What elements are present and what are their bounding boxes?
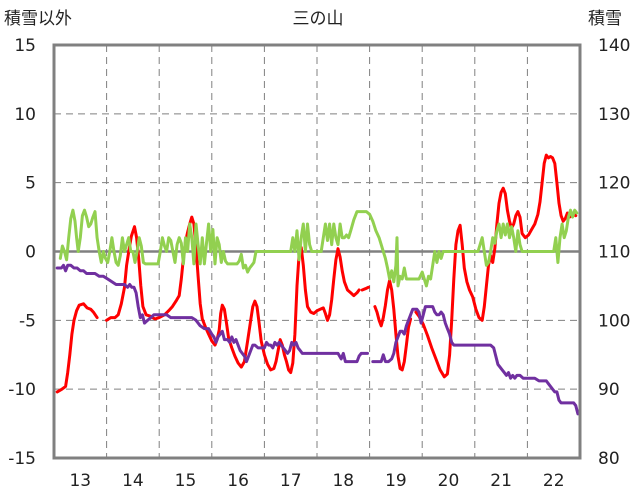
- x-tick-label: 17: [280, 471, 302, 491]
- right-tick-label: 80: [598, 449, 620, 469]
- series-line-purple: [55, 263, 369, 364]
- chart-title: 三の山: [293, 9, 344, 29]
- series-purple: [55, 263, 580, 416]
- right-tick-label: 120: [598, 174, 630, 194]
- series-line-red: [55, 302, 99, 394]
- series-layer: [55, 153, 580, 416]
- x-tick-label: 13: [69, 471, 91, 491]
- x-tick-label: 16: [227, 471, 249, 491]
- left-tick-label: 15: [14, 36, 36, 56]
- left-tick-label: -10: [8, 380, 36, 400]
- x-axis-ticks: 13 14 15 16 17 18 19 20 21 22: [69, 471, 564, 491]
- x-tick-label: 20: [438, 471, 460, 491]
- series-line-purple: [371, 305, 580, 416]
- x-tick-label: 21: [490, 471, 512, 491]
- left-tick-label: 0: [25, 243, 36, 263]
- x-tick-label: 18: [332, 471, 354, 491]
- series-green: [58, 208, 579, 288]
- plot-frame: [52, 43, 582, 460]
- right-axis-ticks: 140 130 120 110 100 90 80: [598, 36, 630, 469]
- series-line-green: [58, 208, 579, 288]
- right-tick-label: 130: [598, 105, 630, 125]
- x-tick-label: 22: [543, 471, 565, 491]
- right-tick-label: 100: [598, 311, 630, 331]
- right-tick-label: 140: [598, 36, 630, 56]
- left-tick-label: 5: [25, 174, 36, 194]
- x-tick-label: 19: [385, 471, 407, 491]
- series-red: [55, 153, 578, 394]
- x-tick-label: 15: [175, 471, 197, 491]
- right-axis-label: 積雪: [588, 9, 622, 29]
- series-line-red: [360, 285, 370, 292]
- right-tick-label: 90: [598, 380, 620, 400]
- left-axis-label: 積雪以外: [4, 9, 72, 29]
- series-line-red: [373, 278, 413, 372]
- series-line-red: [105, 215, 361, 375]
- x-tick-label: 14: [122, 471, 144, 491]
- series-line-red: [414, 153, 578, 379]
- right-tick-label: 110: [598, 243, 630, 263]
- left-tick-label: -15: [8, 449, 36, 469]
- left-tick-label: -5: [19, 311, 36, 331]
- left-tick-label: 10: [14, 105, 36, 125]
- left-axis-ticks: 15 10 5 0 -5 -10 -15: [8, 36, 36, 469]
